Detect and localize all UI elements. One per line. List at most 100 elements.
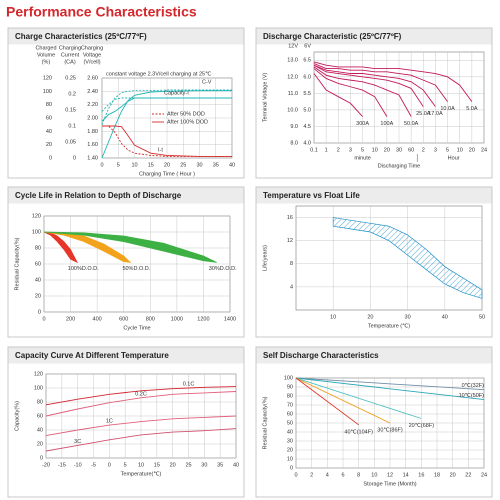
band <box>43 231 79 264</box>
line <box>313 66 412 117</box>
x-tick-label: -15 <box>58 462 66 468</box>
y-tick-label: 12 <box>287 238 293 244</box>
y-tick-label: 8.0 <box>290 140 298 146</box>
series-label: 0℃(32F) <box>462 383 485 389</box>
y3-tick-label: 1.80 <box>87 129 98 135</box>
x-tick-label: 30 <box>396 147 402 153</box>
x-tick-label: 10 <box>457 147 463 153</box>
y3-axis-label: Charging <box>81 45 103 51</box>
y-tick-label: 40 <box>287 429 293 435</box>
series-label: 20℃(68F) <box>409 423 435 429</box>
series-label: 50.0A <box>404 121 419 127</box>
x-tick-label: 3 <box>434 147 437 153</box>
series-label: 5.0A <box>466 106 478 112</box>
series-label: 50%D.O.D. <box>122 266 150 272</box>
y-tick-label: 40 <box>37 427 43 433</box>
panel-header <box>256 28 492 45</box>
x-tick-label: 25 <box>180 162 186 168</box>
y-axis-label: Life(years) <box>262 245 268 271</box>
y-tick-label: 30 <box>287 438 293 444</box>
x-tick-label: 15 <box>154 462 160 468</box>
y-axis-label: (%) <box>42 59 51 65</box>
x-tick-label: 50 <box>479 314 485 320</box>
x-tick-label: 4 <box>326 472 329 478</box>
y-tick-label: 90 <box>287 384 293 390</box>
x-axis-label: Charging Time ( Hour ) <box>139 171 195 177</box>
line <box>45 415 237 437</box>
y-tick-label: 60 <box>37 413 43 419</box>
y-tick-label: 11.0 <box>288 91 298 97</box>
line <box>295 377 485 391</box>
y2-tick-label: 4.0 <box>303 140 311 146</box>
series-label: 0.2C <box>135 391 147 397</box>
y-tick-label: 0 <box>49 155 52 161</box>
x-tick-label: 35 <box>213 162 219 168</box>
annotation: I-t <box>158 147 163 153</box>
x-tick-label: 5 <box>361 147 364 153</box>
y-tick-label: 50 <box>287 420 293 426</box>
y3-tick-label: 2.40 <box>87 89 98 95</box>
x-tick-label: 14 <box>403 472 409 478</box>
panel-header <box>8 28 244 45</box>
x-tick-label: 3 <box>349 147 352 153</box>
y2-axis-label: Current <box>61 52 80 58</box>
x-tick-label: 40 <box>229 162 235 168</box>
line <box>101 97 232 112</box>
y-tick-label: 60 <box>35 261 41 267</box>
line <box>313 64 436 107</box>
legend-label: After 50% DOD <box>167 111 205 117</box>
y-axis-label: Volume <box>37 52 55 58</box>
panel-title: Temperature vs Float Life <box>263 191 360 200</box>
x-tick-label: 0.1 <box>310 147 318 153</box>
y-tick-label: 120 <box>34 371 43 377</box>
y2-tick-label: 0.2 <box>68 91 76 97</box>
x-tick-label: 800 <box>146 316 155 322</box>
x-tick-label: 15 <box>148 162 154 168</box>
x-tick-label: 2 <box>310 472 313 478</box>
line <box>313 73 363 117</box>
y-tick-label: 13.0 <box>287 58 298 64</box>
x-tick-label: 8 <box>357 472 360 478</box>
y-tick-label: 60 <box>287 411 293 417</box>
y-tick-label: 70 <box>287 402 293 408</box>
y-tick-label: 16 <box>287 215 293 221</box>
x-tick-label: 40 <box>233 462 239 468</box>
y3-axis-label: Voltage <box>83 52 101 58</box>
y2-tick-label: 0.05 <box>65 139 76 145</box>
panel-title: Capacity Curve At Different Temperature <box>15 351 169 360</box>
y-axis-label: Residual Capacity(%) <box>14 237 20 290</box>
y3-tick-label: 1.60 <box>87 142 98 148</box>
panel-header <box>256 347 492 364</box>
x-tick-label: 60 <box>408 147 414 153</box>
x-tick-label: 600 <box>119 316 128 322</box>
x-tick-label: 0 <box>294 472 297 478</box>
y3-tick-label: 2.00 <box>87 115 98 121</box>
x-axis-label: Temperature (℃) <box>368 323 410 329</box>
x-axis-label: Discharging Time <box>378 163 421 169</box>
x-tick-label: -5 <box>91 462 96 468</box>
line <box>313 63 448 102</box>
y3-tick-label: 2.20 <box>87 102 98 108</box>
y-tick-label: 0 <box>38 309 41 315</box>
series-label: 300A <box>356 121 369 127</box>
band <box>332 217 483 299</box>
x-tick-label: 5 <box>117 162 120 168</box>
y-tick-label: 80 <box>35 245 41 251</box>
x-tick-label: 400 <box>93 316 102 322</box>
y-tick-label: 10.0 <box>287 107 298 113</box>
x-tick-label: 10 <box>372 147 378 153</box>
x-tick-label: 16 <box>418 472 424 478</box>
line <box>295 377 485 401</box>
x-tick-label: 0 <box>100 162 103 168</box>
y-tick-label: 40 <box>46 129 52 135</box>
line <box>102 125 232 157</box>
x-tick-label: 2 <box>422 147 425 153</box>
y-tick-label: 8 <box>290 261 293 267</box>
y-tick-label: 80 <box>46 102 52 108</box>
band <box>43 231 217 263</box>
line <box>313 64 424 107</box>
x-tick-label: 10 <box>138 462 144 468</box>
line <box>295 377 359 426</box>
series-label: 10℃(50F) <box>459 393 485 399</box>
x-group-label: Hour <box>448 155 460 161</box>
